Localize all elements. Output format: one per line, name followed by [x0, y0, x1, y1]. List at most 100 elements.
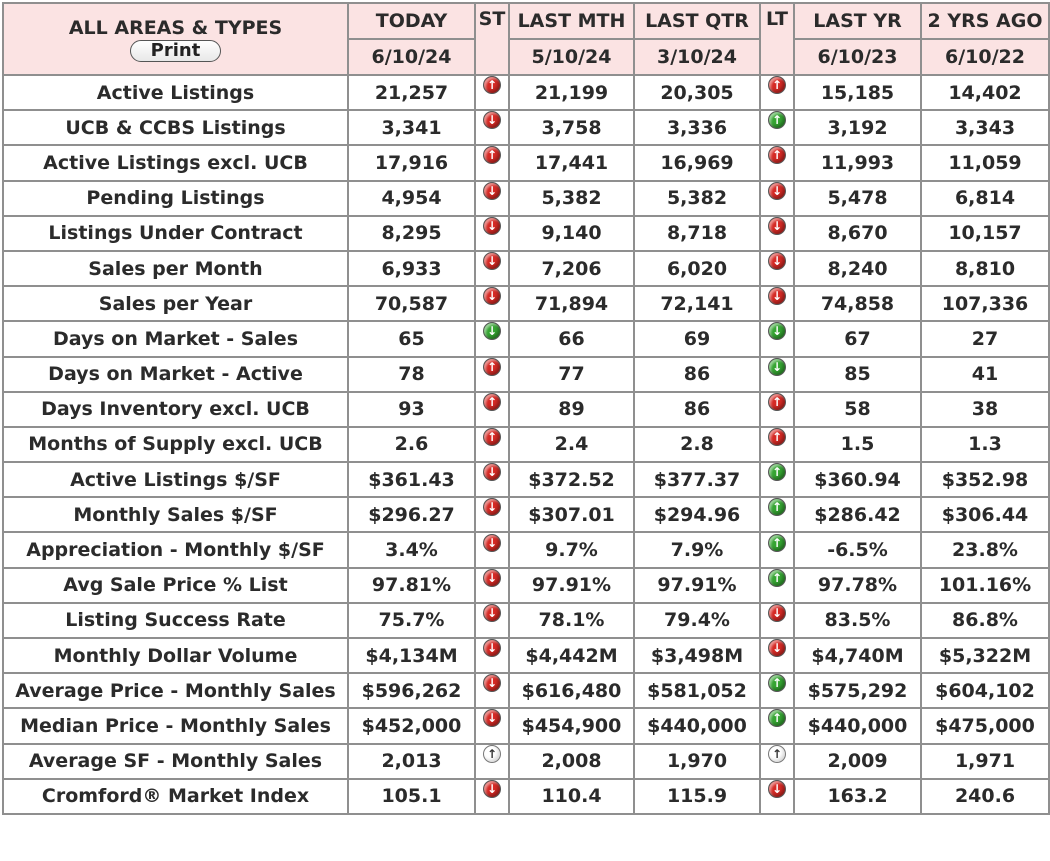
row-label: Listings Under Contract: [2, 214, 349, 252]
today-value: 2.6: [347, 425, 476, 464]
row-label: Listing Success Rate: [2, 601, 349, 640]
up-arrow-green-icon: ↑: [768, 499, 786, 517]
two-yrs-value: 27: [920, 320, 1050, 358]
two-yrs-value: $352.98: [920, 461, 1050, 499]
last-mth-value: 78.1%: [508, 601, 635, 640]
table-row: Median Price - Monthly Sales $452,000 ↓ $45…: [2, 707, 1050, 745]
last-yr-value: $286.42: [793, 496, 922, 534]
lt-indicator-cell: ↓: [759, 214, 795, 252]
header-last-yr: LAST YR: [793, 2, 922, 40]
lt-indicator-cell: ↑: [759, 425, 795, 464]
table-row: Avg Sale Price % List 97.81% ↓ 97.91% 97.91%…: [2, 566, 1050, 604]
row-label: Monthly Dollar Volume: [2, 636, 349, 675]
down-arrow-red-icon: ↓: [483, 499, 501, 517]
today-value: 21,257: [347, 73, 476, 112]
last-mth-value: 97.91%: [508, 566, 635, 604]
today-value: 3,341: [347, 109, 476, 147]
header-two-yrs: 2 YRS AGO: [920, 2, 1050, 40]
row-label: Appreciation - Monthly $/SF: [2, 531, 349, 569]
header-areas-types: ALL AREAS & TYPES Print: [2, 2, 349, 76]
table-body: Active Listings 21,257 ↑ 21,199 20,305 ↑ 15,18…: [2, 73, 1050, 815]
last-qtr-value: 6,020: [633, 249, 761, 288]
last-yr-value: 2,009: [793, 742, 922, 780]
last-yr-value: 83.5%: [793, 601, 922, 640]
down-arrow-red-icon: ↓: [768, 217, 786, 235]
row-label: Monthly Sales $/SF: [2, 496, 349, 534]
row-label: Months of Supply excl. UCB: [2, 425, 349, 464]
lt-indicator-cell: ↑: [759, 390, 795, 428]
down-arrow-green-icon: ↓: [768, 358, 786, 376]
row-label: Days Inventory excl. UCB: [2, 390, 349, 428]
down-arrow-red-icon: ↓: [483, 217, 501, 235]
last-qtr-value: $294.96: [633, 496, 761, 534]
last-mth-value: 2,008: [508, 742, 635, 780]
two-yrs-value: 1.3: [920, 425, 1050, 464]
today-value: 75.7%: [347, 601, 476, 640]
table-row: Active Listings excl. UCB 17,916 ↑ 17,441 16…: [2, 144, 1050, 182]
table-row: Active Listings 21,257 ↑ 21,199 20,305 ↑ 15,18…: [2, 73, 1050, 112]
two-yrs-value: $5,322M: [920, 636, 1050, 675]
today-value: $596,262: [347, 672, 476, 710]
two-yrs-value: 23.8%: [920, 531, 1050, 569]
header-today-date: 6/10/24: [347, 38, 476, 76]
up-arrow-green-icon: ↑: [768, 534, 786, 552]
today-value: 93: [347, 390, 476, 428]
table-row: Listing Success Rate 75.7% ↓ 78.1% 79.4% ↓ 83.…: [2, 601, 1050, 640]
last-qtr-value: $377.37: [633, 461, 761, 499]
st-indicator-cell: ↑: [474, 355, 510, 393]
down-arrow-red-icon: ↓: [483, 640, 501, 658]
up-arrow-red-icon: ↑: [768, 77, 786, 95]
last-qtr-value: 69: [633, 320, 761, 358]
two-yrs-value: 6,814: [920, 179, 1050, 217]
lt-indicator-cell: ↓: [759, 179, 795, 217]
st-indicator-cell: ↑: [474, 73, 510, 112]
header-last-mth-date: 5/10/24: [508, 38, 635, 76]
up-arrow-red-icon: ↑: [768, 428, 786, 446]
down-arrow-red-icon: ↓: [483, 604, 501, 622]
last-yr-value: 74,858: [793, 285, 922, 323]
down-arrow-red-icon: ↓: [768, 604, 786, 622]
st-indicator-cell: ↓: [474, 777, 510, 815]
lt-indicator-cell: ↑: [759, 109, 795, 147]
last-mth-value: 21,199: [508, 73, 635, 112]
last-mth-value: 7,206: [508, 249, 635, 288]
table-row: Monthly Sales $/SF $296.27 ↓ $307.01 $294.96…: [2, 496, 1050, 534]
up-arrow-red-icon: ↑: [483, 393, 501, 411]
up-arrow-neutral-icon: ↑: [483, 745, 501, 763]
lt-indicator-cell: ↑: [759, 73, 795, 112]
table-row: Average SF - Monthly Sales 2,013 ↑ 2,008 1,9…: [2, 742, 1050, 780]
up-arrow-red-icon: ↑: [768, 147, 786, 165]
header-st: ST: [474, 2, 510, 76]
last-yr-value: 15,185: [793, 73, 922, 112]
last-qtr-value: 3,336: [633, 109, 761, 147]
up-arrow-green-icon: ↑: [768, 710, 786, 728]
last-yr-value: $575,292: [793, 672, 922, 710]
last-qtr-value: 5,382: [633, 179, 761, 217]
last-yr-value: 67: [793, 320, 922, 358]
last-yr-value: 8,240: [793, 249, 922, 288]
header-last-yr-date: 6/10/23: [793, 38, 922, 76]
two-yrs-value: 8,810: [920, 249, 1050, 288]
two-yrs-value: 11,059: [920, 144, 1050, 182]
print-button[interactable]: Print: [129, 39, 222, 62]
st-indicator-cell: ↑: [474, 144, 510, 182]
st-indicator-cell: ↓: [474, 285, 510, 323]
up-arrow-neutral-icon: ↑: [768, 745, 786, 763]
two-yrs-value: $475,000: [920, 707, 1050, 745]
today-value: 6,933: [347, 249, 476, 288]
down-arrow-red-icon: ↓: [483, 534, 501, 552]
row-label: Days on Market - Active: [2, 355, 349, 393]
row-label: Cromford® Market Index: [2, 777, 349, 815]
table-row: Days on Market - Active 78 ↑ 77 86 ↓ 85 41: [2, 355, 1050, 393]
last-yr-value: 11,993: [793, 144, 922, 182]
last-mth-value: $307.01: [508, 496, 635, 534]
last-qtr-value: 86: [633, 355, 761, 393]
last-mth-value: 2.4: [508, 425, 635, 464]
up-arrow-red-icon: ↑: [483, 428, 501, 446]
header-last-qtr: LAST QTR: [633, 2, 761, 40]
down-arrow-red-icon: ↓: [768, 288, 786, 306]
today-value: 4,954: [347, 179, 476, 217]
row-label: Avg Sale Price % List: [2, 566, 349, 604]
row-label: Sales per Month: [2, 249, 349, 288]
two-yrs-value: 240.6: [920, 777, 1050, 815]
